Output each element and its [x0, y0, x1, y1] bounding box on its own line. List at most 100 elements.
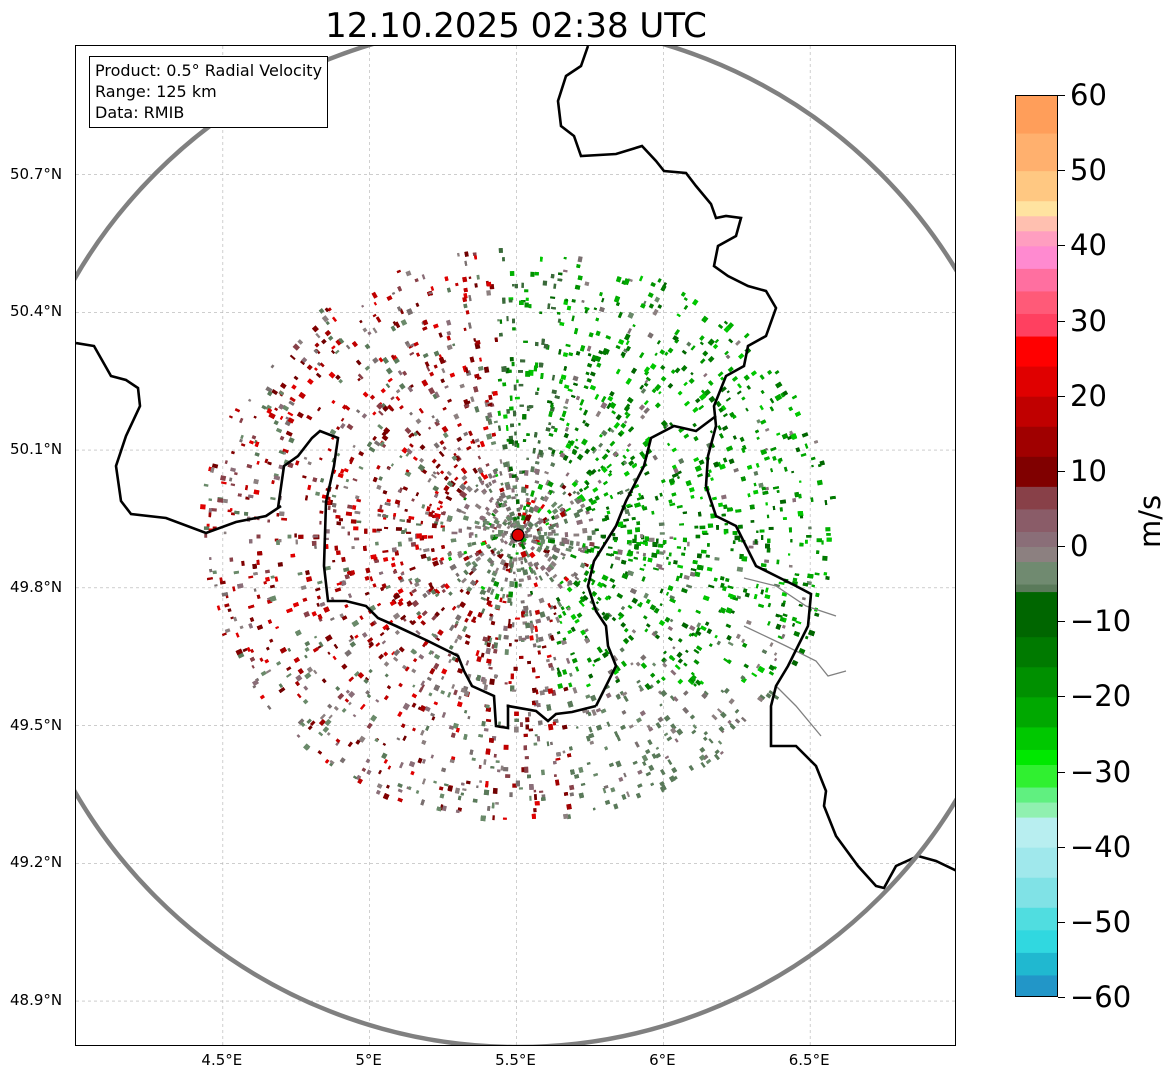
echo-pixel [465, 590, 471, 595]
echo-pixel [563, 269, 568, 273]
echo-pixel [430, 548, 435, 553]
echo-pixel [535, 618, 542, 624]
echo-pixel [579, 596, 586, 603]
echo-pixel [331, 494, 337, 498]
echo-pixel [384, 673, 389, 678]
echo-pixel [578, 766, 584, 774]
echo-pixel [628, 460, 635, 467]
echo-pixel [764, 447, 768, 451]
echo-pixel [694, 525, 699, 529]
echo-pixel [399, 762, 404, 769]
echo-pixel [515, 780, 520, 787]
echo-pixel [533, 561, 540, 568]
echo-pixel [265, 576, 270, 582]
echo-pixel [732, 531, 738, 535]
echo-pixel [383, 427, 391, 434]
echo-pixel [613, 295, 621, 303]
echo-pixel [512, 557, 518, 562]
echo-pixel [759, 374, 765, 380]
echo-pixel [665, 591, 670, 596]
echo-pixel [545, 658, 550, 663]
echo-pixel [570, 573, 575, 578]
echo-pixel [248, 623, 254, 629]
echo-pixel [667, 636, 673, 642]
echo-pixel [612, 451, 619, 458]
echo-pixel [541, 516, 549, 524]
echo-pixel [387, 765, 392, 770]
echo-pixel [644, 628, 649, 633]
echo-pixel [654, 383, 662, 392]
echo-pixel [600, 465, 605, 470]
echo-pixel [540, 769, 545, 776]
radar-map[interactable]: Product: 0.5° Radial Velocity Range: 125… [75, 45, 956, 1046]
echo-pixel [432, 485, 440, 492]
echo-pixel [584, 480, 590, 486]
echo-pixel [653, 630, 659, 636]
echo-pixel [512, 783, 517, 788]
echo-pixel [355, 359, 362, 366]
echo-pixel [297, 718, 305, 725]
echo-pixel [383, 758, 389, 764]
echo-pixel [767, 621, 771, 626]
echo-pixel [442, 406, 447, 411]
echo-pixel [472, 252, 477, 256]
echo-pixel [513, 578, 517, 581]
echo-pixel [693, 683, 697, 687]
echo-pixel [660, 284, 667, 292]
echo-pixel [497, 378, 502, 382]
echo-pixel [621, 691, 628, 697]
echo-pixel [779, 499, 787, 505]
echo-pixel [537, 650, 541, 655]
echo-pixel [469, 749, 474, 755]
echo-pixel [413, 341, 419, 347]
echo-pixel [224, 603, 230, 608]
echo-pixel [822, 555, 828, 561]
echo-pixel [628, 724, 634, 729]
echo-pixel [638, 404, 646, 411]
echo-pixel [504, 649, 509, 655]
echo-pixel [499, 471, 503, 476]
echo-pixel [369, 621, 375, 627]
echo-pixel [377, 602, 381, 607]
echo-pixel [712, 496, 717, 501]
echo-pixel [341, 707, 347, 713]
echo-pixel [307, 461, 312, 466]
echo-pixel [636, 551, 640, 554]
echo-pixel [397, 503, 401, 508]
echo-pixel [702, 595, 710, 602]
echo-pixel [681, 552, 686, 556]
echo-pixel [601, 651, 609, 659]
echo-pixel [559, 511, 566, 518]
echo-pixel [770, 468, 774, 473]
echo-pixel [714, 557, 720, 561]
echo-pixel [418, 654, 425, 660]
echo-pixel [553, 283, 557, 289]
echo-pixel [781, 624, 786, 629]
echo-pixel [279, 435, 285, 441]
echo-pixel [412, 456, 418, 461]
echo-pixel [614, 539, 617, 543]
echo-pixel [586, 469, 592, 475]
echo-pixel [709, 430, 714, 434]
echo-pixel [711, 714, 718, 721]
echo-pixel [419, 548, 422, 551]
echo-pixel [351, 340, 358, 348]
echo-pixel [660, 364, 666, 371]
echo-pixel [421, 504, 426, 509]
echo-pixel [569, 500, 575, 506]
echo-pixel [605, 448, 611, 454]
echo-pixel [249, 617, 255, 623]
echo-pixel [249, 440, 254, 445]
echo-pixel [627, 570, 634, 577]
echo-pixel [567, 580, 573, 586]
echo-pixel [555, 596, 561, 603]
echo-pixel [683, 574, 690, 580]
echo-pixel [340, 417, 345, 422]
echo-pixel [759, 529, 765, 533]
echo-pixel [514, 718, 519, 722]
echo-pixel [340, 468, 345, 474]
echo-pixel [311, 540, 317, 546]
echo-pixel [557, 272, 563, 276]
echo-pixel [397, 541, 402, 547]
echo-pixel [348, 637, 355, 643]
